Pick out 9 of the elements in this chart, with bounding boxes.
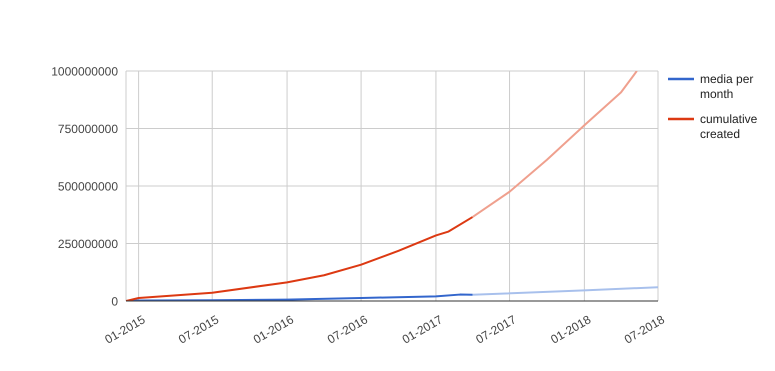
y-tick-label: 0 (111, 294, 118, 308)
legend-label: cumulative created (700, 112, 758, 142)
y-tick-label: 500000000 (58, 179, 118, 194)
y-tick-label: 750000000 (58, 122, 118, 136)
y-tick-label: 250000000 (58, 236, 118, 251)
legend-label: media per month (700, 72, 754, 102)
y-tick-label: 1000000000 (51, 64, 118, 78)
line-series (126, 216, 474, 301)
line-series (472, 71, 638, 218)
